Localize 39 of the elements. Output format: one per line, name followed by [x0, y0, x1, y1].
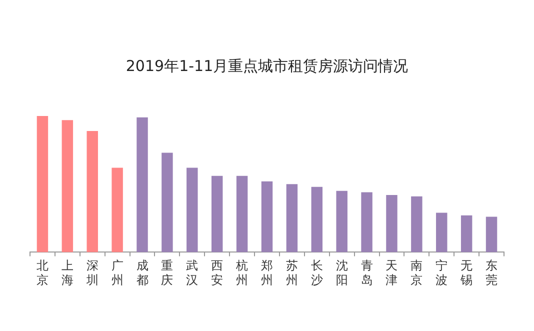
x-tick-label: 沈阳 [336, 258, 348, 287]
bar [436, 212, 448, 252]
bar [311, 186, 323, 252]
x-tick-label: 西安 [211, 258, 224, 287]
bar [486, 216, 498, 252]
x-tick-label: 苏州 [286, 258, 298, 287]
bar [361, 192, 372, 252]
chart-title: 2019年1-11月重点城市租赁房源访问情况 [126, 56, 408, 75]
x-tick-label: 上海 [61, 258, 74, 287]
bar [186, 168, 198, 252]
bar [336, 190, 348, 252]
x-tick-label: 重庆 [161, 258, 174, 287]
bar [236, 176, 248, 252]
x-tick-label: 深圳 [85, 258, 98, 287]
x-tick-label: 郑州 [261, 258, 273, 287]
x-tick-label: 天津 [386, 258, 398, 287]
bar [136, 117, 148, 252]
x-tick-label: 北京 [36, 258, 48, 287]
bar [411, 196, 422, 252]
x-tick-label: 无锡 [460, 258, 473, 287]
x-tick-label: 南京 [410, 258, 423, 287]
x-tick-label: 武汉 [186, 258, 198, 287]
bar [261, 181, 273, 252]
x-tick-label: 东莞 [486, 258, 498, 287]
bar [162, 152, 173, 252]
x-tick-label: 广州 [111, 258, 124, 287]
x-tick-label: 青岛 [360, 258, 373, 287]
bar [112, 168, 123, 252]
bar [386, 194, 398, 252]
x-tick-label: 成都 [136, 258, 148, 287]
bar [62, 120, 74, 252]
bar [86, 130, 98, 252]
bar [211, 176, 223, 252]
x-tick-label: 杭州 [235, 258, 248, 287]
bar [460, 215, 472, 252]
x-tick-label: 宁波 [436, 258, 448, 287]
bar [286, 184, 298, 252]
x-tick-label: 长沙 [310, 258, 323, 287]
bar [36, 116, 48, 252]
